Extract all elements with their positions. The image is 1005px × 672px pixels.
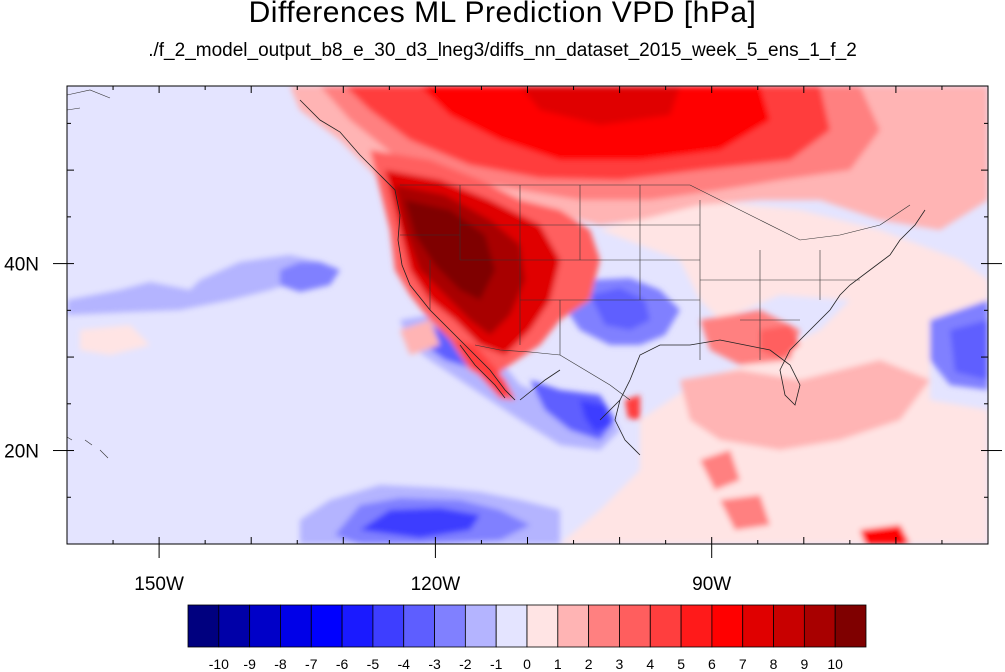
colorbar-label: 4 — [646, 656, 654, 672]
colorbar-box — [742, 604, 774, 648]
colorbar-label: -10 — [209, 656, 229, 672]
colorbar-box — [495, 604, 528, 648]
gulf-atlantic-coast — [599, 209, 926, 421]
colorbar-label: 1 — [554, 656, 562, 672]
coastlines — [299, 99, 926, 456]
map-title: Differences ML Prediction VPD [hPa] — [248, 0, 757, 29]
colorbar: -10 -9 -8 -7 -6 -5 -4 -3 -2 -1 0 1 2 3 4 5 6 7 8 9 10 — [187, 604, 867, 672]
field-layer — [67, 86, 988, 544]
colorbar-label: 9 — [800, 656, 808, 672]
colorbar-label: -6 — [336, 656, 349, 672]
gulf-positive — [680, 360, 930, 450]
pacific-blue-band — [67, 255, 320, 315]
baja-positive — [455, 340, 515, 400]
colorbar-label: 10 — [827, 656, 843, 672]
colorbar-box — [403, 604, 435, 648]
colorbar-label: 5 — [677, 656, 685, 672]
colorbar-label: -1 — [490, 656, 503, 672]
state-borders — [400, 185, 860, 360]
us-canada-border — [400, 184, 911, 241]
colorbar-box — [218, 604, 251, 648]
colorbar-label: 0 — [523, 656, 531, 672]
colorbar-box — [557, 604, 590, 648]
colorbar-label: 8 — [770, 656, 778, 672]
lat-tick-label: 20N — [4, 442, 39, 463]
colorbar-box — [249, 604, 281, 648]
caribbean-positive-2 — [720, 495, 770, 530]
canada-positive-core — [520, 86, 680, 125]
south-pacific-blue-core — [360, 508, 480, 538]
colorbar-label: 2 — [585, 656, 593, 672]
lon-tick-label: 120W — [411, 574, 461, 595]
colorbar-box — [464, 604, 497, 648]
colorbar-label: -2 — [459, 656, 472, 672]
map-subtitle: ./f_2_model_output_b8_e_30_d3_lneg3/diff… — [148, 40, 857, 61]
colorbar-label: -7 — [305, 656, 318, 672]
colorbar-label: 3 — [616, 656, 624, 672]
atlantic-blue-core — [950, 320, 988, 380]
pacific-pink — [400, 320, 440, 355]
mexico-east-coast — [614, 399, 641, 456]
pacific-pink-2 — [80, 325, 150, 355]
colorbar-box — [711, 604, 744, 648]
colorbar-box — [834, 604, 867, 648]
colorbar-box — [341, 604, 374, 648]
colorbar-box — [280, 604, 312, 648]
colorbar-label: -8 — [274, 656, 287, 672]
colorbar-label: -3 — [428, 656, 441, 672]
colorbar-box — [680, 604, 713, 648]
colorbar-label: -5 — [367, 656, 380, 672]
colorbar-box — [434, 604, 466, 648]
colorbar-box — [803, 604, 836, 648]
axis-ticks: 150W 120W 90W 40N 20N — [4, 86, 1002, 595]
hawaii-islands — [67, 436, 109, 459]
colorbar-label: -4 — [398, 656, 411, 672]
alaska-coast — [67, 89, 111, 111]
lon-tick-label: 90W — [692, 574, 731, 595]
colorbar-box — [588, 604, 620, 648]
mexico-positive-spot — [625, 395, 640, 420]
plains-blue-core — [590, 288, 650, 330]
lon-tick-label: 150W — [134, 574, 184, 595]
colorbar-label: 7 — [739, 656, 747, 672]
lat-tick-label: 40N — [4, 255, 39, 276]
sa-positive — [860, 525, 910, 544]
pacific-coast — [299, 99, 516, 401]
colorbar-label: 6 — [708, 656, 716, 672]
colorbar-box — [649, 604, 682, 648]
light-positive-region — [560, 200, 988, 544]
caribbean-positive — [700, 450, 740, 490]
colorbar-box — [187, 604, 220, 648]
colorbar-label: -9 — [243, 656, 256, 672]
mexico-blue-core-2 — [580, 400, 612, 432]
colorbar-box — [372, 604, 405, 648]
colorbar-box — [310, 604, 343, 648]
western-us-core — [405, 200, 495, 300]
baja-coast — [459, 344, 506, 399]
gulf-california-coast — [519, 369, 561, 401]
political-borders — [67, 89, 911, 459]
pacific-blue-core — [280, 262, 340, 292]
colorbar-box — [773, 604, 805, 648]
colorbar-box — [526, 604, 559, 648]
colorbar-box — [619, 604, 651, 648]
